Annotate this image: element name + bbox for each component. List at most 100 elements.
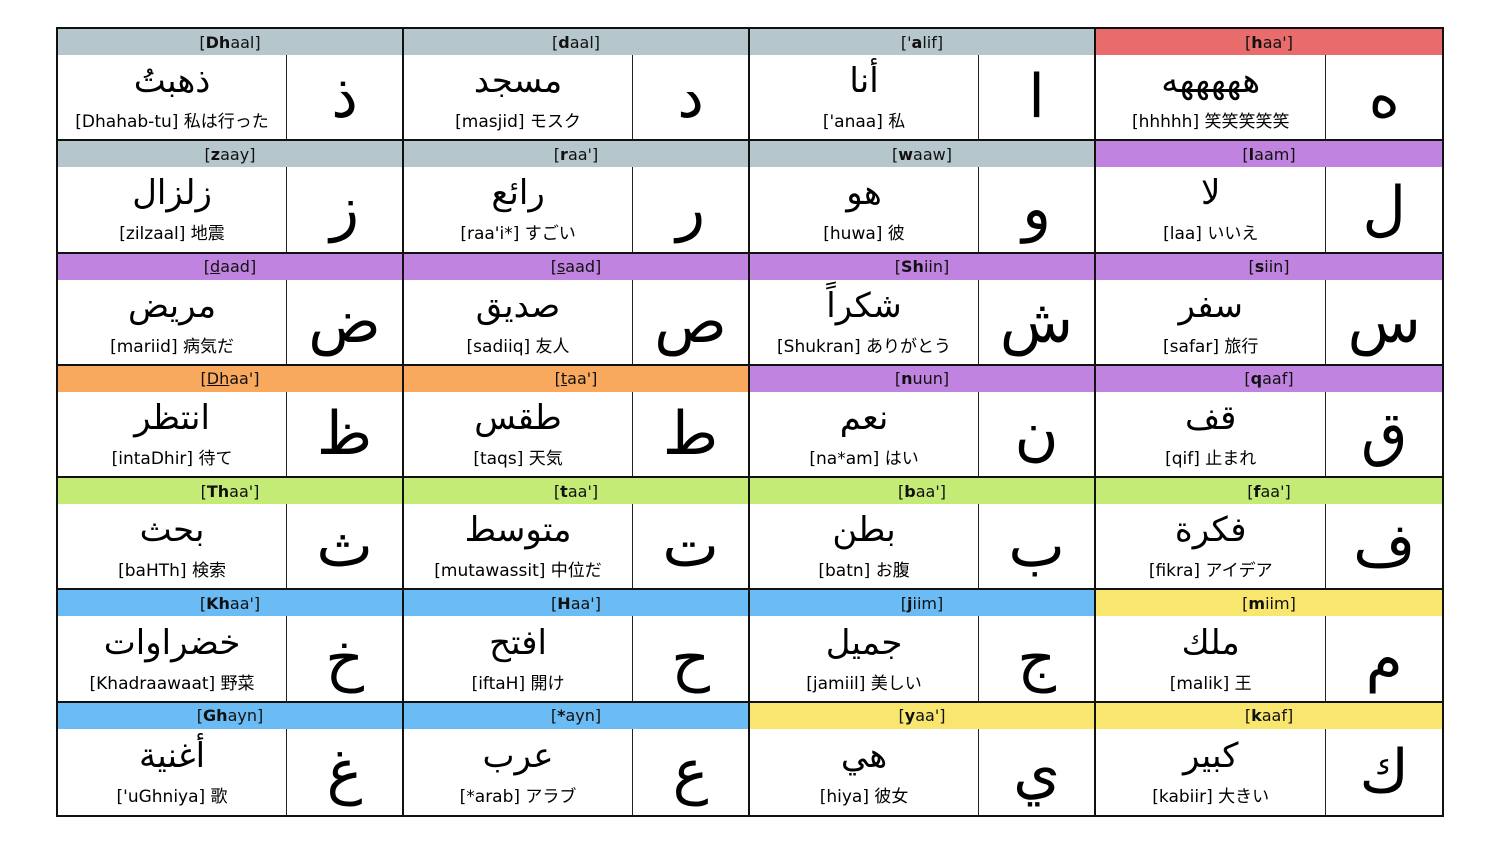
header-part-pre: [	[203, 257, 211, 277]
header-part-pre: [	[553, 144, 561, 164]
letter-card-body: بحث [baHTh] 検索 ث	[58, 504, 402, 589]
letter-name-header: [Dh aal]	[58, 29, 402, 55]
header-part-post: aal]	[569, 32, 600, 52]
letter-card-body: ذهبتُ [Dhahab-tu] 私は行った ذ	[58, 55, 402, 140]
example-word-panel: هههههه [hhhhh] 笑笑笑笑笑	[1096, 55, 1327, 140]
letter-name-header: [m iim]	[1096, 590, 1442, 617]
transliteration-gloss: [na*am] はい	[809, 448, 919, 469]
letter-name-header: [z aay]	[58, 141, 402, 168]
example-word-panel: لا [laa] いいえ	[1096, 167, 1327, 252]
example-word-panel: سفر [safar] 旅行	[1096, 279, 1327, 364]
transliteration-gloss: [Dhahab-tu] 私は行った	[75, 112, 269, 133]
transliteration-gloss: [taqs] 天気	[473, 448, 563, 469]
letter-name-header: [s iin]	[1096, 253, 1442, 280]
letter-name-header: [y aa']	[750, 702, 1094, 729]
letter-name-header: [q aaf]	[1096, 365, 1442, 392]
arabic-letter: ج	[1017, 623, 1056, 694]
letter-name-header: [t aa']	[404, 365, 748, 392]
letter-name-header: [Sh iin]	[750, 253, 1094, 280]
header-part-post: lif]	[922, 32, 944, 52]
letter-name-header: [Th aa']	[58, 478, 402, 505]
arabic-letter: س	[1347, 286, 1421, 357]
header-part-ul: d	[210, 257, 221, 277]
example-word-panel: ذهبتُ [Dhahab-tu] 私は行った	[58, 55, 288, 140]
letter-card-body: شكراً [Shukran] ありがとう ش	[750, 279, 1094, 364]
transliteration-gloss: [Shukran] ありがとう	[777, 336, 952, 357]
letter-card: [Sh iin] شكراً [Shukran] ありがとう ش	[750, 253, 1096, 366]
letter-card-body: هي [hiya] 彼女 ي	[750, 728, 1094, 815]
header-part-pre: [	[1242, 144, 1249, 164]
example-word-panel: انتظر [intaDhir] 待て	[58, 391, 288, 477]
transliteration-gloss: ['uGhniya] 歌	[116, 786, 228, 807]
example-word-panel: نعم [na*am] はい	[750, 391, 980, 477]
example-word-panel: قف [qif] 止まれ	[1096, 391, 1327, 477]
header-part-post: aaf]	[1261, 706, 1294, 726]
example-word-panel: مسجد [masjid] モスク	[404, 55, 634, 140]
letter-card-body: افتح [iftaH] 開け ح	[404, 616, 748, 701]
header-part-bold: r	[560, 144, 568, 164]
example-word-panel: افتح [iftaH] 開け	[404, 616, 634, 701]
transliteration-gloss: [*arab] アラブ	[459, 786, 577, 807]
example-word-panel: بحث [baHTh] 検索	[58, 504, 288, 589]
header-part-bold: a	[911, 32, 923, 52]
transliteration-gloss: [baHTh] 検索	[118, 561, 226, 582]
letter-card: [z aay] زلزال [zilzaal] 地震 ز	[58, 141, 404, 254]
header-part-bold: Sh	[901, 257, 924, 277]
letter-card-body: أغنية ['uGhniya] 歌 غ	[58, 728, 402, 815]
example-word: ملك	[1181, 622, 1240, 663]
letter-card-body: زلزال [zilzaal] 地震 ز	[58, 167, 402, 252]
letter-card: [' a lif] أنا ['anaa] 私 ا	[750, 29, 1096, 142]
header-part-pre: [	[554, 369, 561, 389]
arabic-letter: ط	[662, 398, 719, 469]
header-part-post: ayn]	[565, 706, 602, 726]
header-part-post: ayn]	[227, 706, 264, 726]
example-word: انتظر	[134, 397, 210, 438]
arabic-letter: ي	[1013, 736, 1061, 807]
header-part-post: aa']	[229, 593, 261, 613]
header-part-pre: [	[1248, 257, 1255, 277]
example-word-panel: رائع [raa'i*] すごい	[404, 167, 634, 252]
letter-name-header: [' a lif]	[750, 29, 1094, 55]
letter-card-body: بطن [batn] お腹 ب	[750, 504, 1094, 589]
letter-name-header: [Gh ayn]	[58, 702, 402, 729]
header-part-bold: w	[898, 144, 914, 164]
example-word-panel: خضراوات [Khadraawaat] 野菜	[58, 616, 288, 701]
header-part-pre: [	[553, 481, 561, 501]
header-part-post: uun]	[912, 369, 950, 389]
transliteration-gloss: [huwa] 彼	[823, 224, 905, 245]
header-part-post: aa']	[915, 706, 946, 726]
header-part-post: aal]	[230, 32, 261, 52]
header-part-post: aa']	[567, 144, 599, 164]
letter-card-body: متوسط [mutawassit] 中位だ ت	[404, 504, 748, 589]
alphabet-table: [Dh aal] ذهبتُ [Dhahab-tu] 私は行った ذ[d aal] مسجد…	[56, 27, 1444, 817]
transliteration-gloss: [raa'i*] すごい	[460, 224, 576, 245]
example-word-panel: متوسط [mutawassit] 中位だ	[404, 504, 634, 589]
header-part-bold: d	[558, 32, 570, 52]
example-word: بحث	[139, 510, 205, 551]
letter-card-body: هو [huwa] 彼 و	[750, 167, 1094, 252]
header-part-pre: [	[550, 257, 557, 277]
letter-card-body: فكرة [fikra] アイデア ف	[1096, 504, 1442, 589]
example-word: أغنية	[139, 735, 206, 776]
letter-card-body: نعم [na*am] はい ن	[750, 391, 1094, 477]
letter-card-body: عرب [*arab] アラブ ع	[404, 728, 748, 815]
letter-card: [f aa'] فكرة [fikra] アイデア ف	[1096, 478, 1442, 591]
letter-card: [y aa'] هي [hiya] 彼女 ي	[750, 702, 1096, 815]
letter-name-header: [d aal]	[404, 29, 748, 55]
letter-card-body: صديق [sadiiq] 友人 ص	[404, 279, 748, 364]
header-part-pre: [	[898, 706, 905, 726]
example-word-panel: هو [huwa] 彼	[750, 167, 980, 252]
header-part-bold: m	[1248, 593, 1266, 613]
arabic-letter: خ	[325, 623, 364, 694]
example-word: فكرة	[1174, 510, 1247, 551]
header-part-pre: [	[204, 144, 211, 164]
letter-card-body: مريض [mariid] 病気だ ض	[58, 279, 402, 364]
letter-name-header: [Kh aa']	[58, 590, 402, 617]
example-word-panel: كبير [kabiir] 大きい	[1096, 728, 1327, 815]
letter-card-body: قف [qif] 止まれ ق	[1096, 391, 1442, 477]
arabic-letter: ت	[662, 511, 719, 582]
example-word-panel: زلزال [zilzaal] 地震	[58, 167, 288, 252]
header-part-pre: [	[200, 481, 207, 501]
letter-card: [Kh aa'] خضراوات [Khadraawaat] 野菜 خ	[58, 590, 404, 703]
header-part-bold: Dh	[205, 32, 231, 52]
